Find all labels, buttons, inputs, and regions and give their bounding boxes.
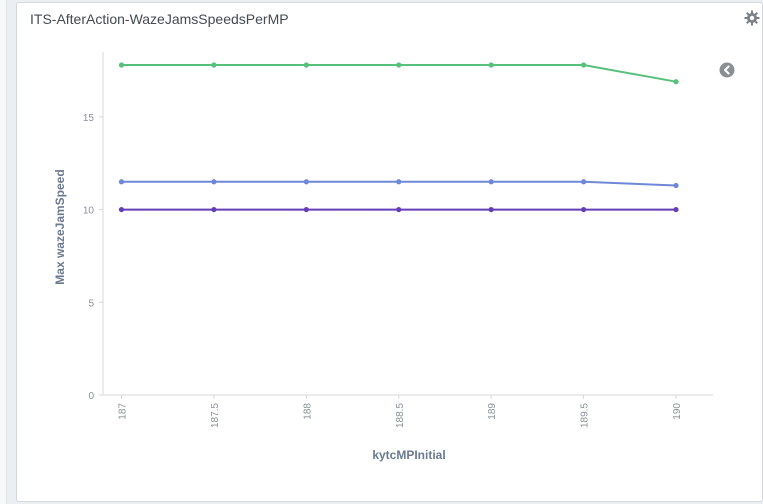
data-point[interactable] <box>303 179 309 185</box>
x-tick-label: 187 <box>117 403 128 420</box>
y-tick-label: 5 <box>88 298 94 309</box>
data-point[interactable] <box>303 206 309 213</box>
data-point[interactable] <box>673 79 679 85</box>
data-point[interactable] <box>118 206 125 213</box>
y-tick-label: 0 <box>88 391 94 402</box>
data-point[interactable] <box>396 206 402 213</box>
data-point[interactable] <box>396 179 402 185</box>
data-point[interactable] <box>581 206 587 213</box>
x-tick-label: 189 <box>487 403 498 420</box>
chevron-left-circle-icon[interactable] <box>719 62 735 78</box>
visualization-panel: ITS-AfterAction-WazeJamsSpeedsPerMP <box>16 2 763 502</box>
data-point[interactable] <box>118 179 125 185</box>
x-tick-label: 190 <box>672 403 683 420</box>
data-point[interactable] <box>581 179 587 185</box>
gear-icon[interactable] <box>744 10 760 26</box>
data-point[interactable] <box>118 62 125 68</box>
y-tick-label: 10 <box>83 206 95 217</box>
data-point[interactable] <box>581 62 587 68</box>
x-tick-label: 189.5 <box>580 403 591 428</box>
y-tick-label: 15 <box>83 113 95 124</box>
data-point[interactable] <box>303 62 309 68</box>
sidebar-edge <box>0 0 7 504</box>
x-axis-title: kytcMPInitial <box>372 448 445 462</box>
data-point[interactable] <box>488 62 494 68</box>
x-tick-label: 188 <box>302 403 313 420</box>
y-axis-title: Max wazeJamSpeed <box>53 169 67 284</box>
data-point[interactable] <box>211 179 217 185</box>
data-point[interactable] <box>211 62 217 68</box>
panel-title: ITS-AfterAction-WazeJamsSpeedsPerMP <box>30 11 289 27</box>
data-point[interactable] <box>488 206 494 213</box>
x-tick-label: 188.5 <box>395 403 406 428</box>
x-tick-label: 187.5 <box>210 403 221 428</box>
data-point[interactable] <box>673 182 679 189</box>
data-point[interactable] <box>211 206 217 213</box>
data-point[interactable] <box>396 62 402 68</box>
data-point[interactable] <box>488 179 494 185</box>
data-point[interactable] <box>673 206 679 213</box>
